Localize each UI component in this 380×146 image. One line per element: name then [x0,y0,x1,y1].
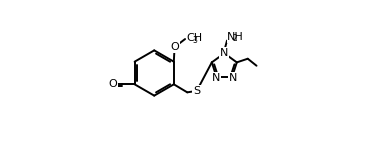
Text: CH: CH [186,33,203,44]
Text: N: N [220,48,228,58]
Text: NH: NH [227,32,244,42]
Text: O: O [170,42,179,52]
Text: N: N [211,73,220,83]
Text: S: S [193,86,200,96]
Text: N: N [229,73,237,83]
Text: O: O [109,79,117,89]
Text: 3: 3 [193,36,198,45]
Text: 2: 2 [233,34,237,44]
